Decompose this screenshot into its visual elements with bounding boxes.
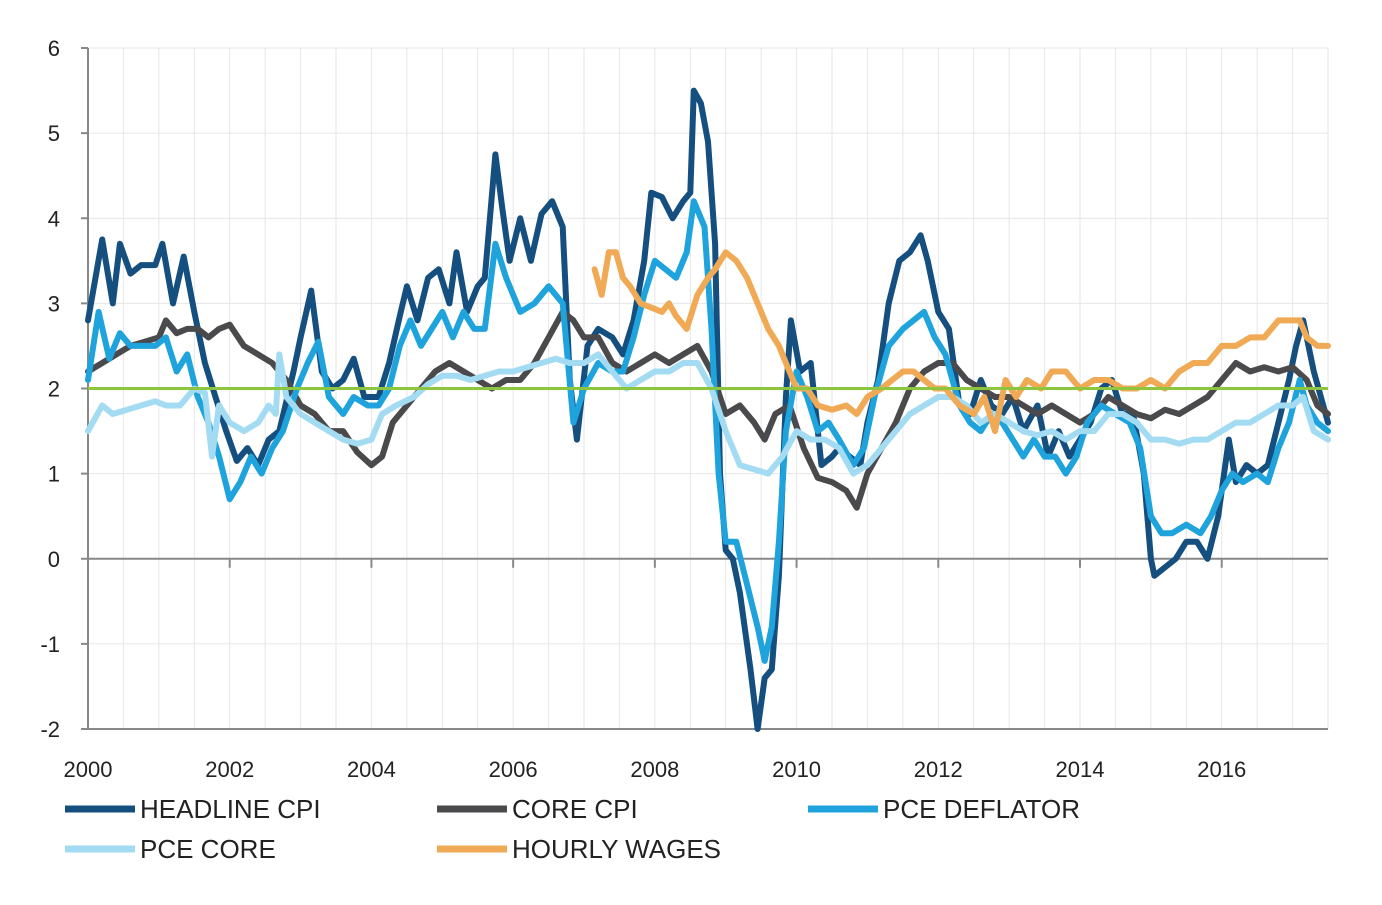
legend-label: PCE DEFLATOR bbox=[883, 794, 1080, 824]
x-tick-label: 2014 bbox=[1056, 757, 1105, 782]
legend-label: CORE CPI bbox=[512, 794, 638, 824]
y-tick-label: 1 bbox=[48, 462, 60, 487]
x-tick-label: 2002 bbox=[205, 757, 254, 782]
y-tick-label: -1 bbox=[40, 632, 60, 657]
y-tick-label: 6 bbox=[48, 36, 60, 61]
x-tick-label: 2004 bbox=[347, 757, 396, 782]
x-tick-label: 2010 bbox=[772, 757, 821, 782]
x-tick-label: 2000 bbox=[64, 757, 113, 782]
x-tick-label: 2006 bbox=[489, 757, 538, 782]
y-tick-label: 2 bbox=[48, 377, 60, 402]
x-tick-label: 2016 bbox=[1197, 757, 1246, 782]
x-tick-label: 2008 bbox=[630, 757, 679, 782]
y-tick-label: 5 bbox=[48, 121, 60, 146]
series-line-hourly-wages bbox=[591, 249, 1331, 435]
y-tick-label: 3 bbox=[48, 291, 60, 316]
legend-label: HOURLY WAGES bbox=[512, 834, 721, 864]
series-line-pce-core bbox=[85, 351, 1331, 477]
legend-label: HEADLINE CPI bbox=[140, 794, 321, 824]
x-tick-label: 2012 bbox=[914, 757, 963, 782]
axes: -2 -1 0 1 2 3 4 5 6 2000 2002 2004 2006 2008 2010 2012 2… bbox=[40, 36, 1328, 782]
y-tick-label: 0 bbox=[48, 547, 60, 572]
y-tick-label: -2 bbox=[40, 717, 60, 742]
legend-label: PCE CORE bbox=[140, 834, 276, 864]
y-tick-label: 4 bbox=[48, 206, 60, 231]
series-lines bbox=[85, 87, 1331, 732]
legend: HEADLINE CPI CORE CPI PCE DEFLATOR PCE CORE… bbox=[65, 794, 1080, 864]
